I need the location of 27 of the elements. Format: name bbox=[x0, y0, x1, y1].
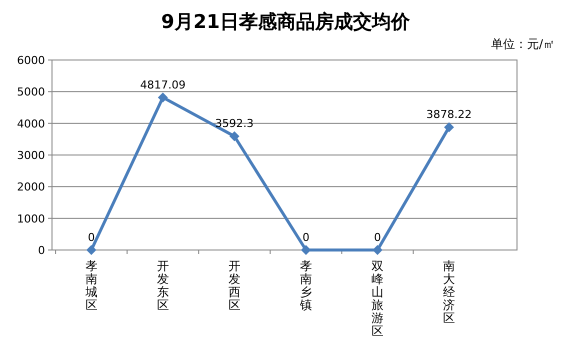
data-label: 0 bbox=[88, 231, 95, 244]
y-tick-label: 6000 bbox=[17, 54, 45, 67]
data-label: 4817.09 bbox=[140, 78, 186, 92]
point bbox=[372, 245, 382, 255]
y-tick-label: 0 bbox=[38, 244, 45, 257]
data-label: 0 bbox=[374, 231, 381, 244]
x-tick-label: 开发西区 bbox=[228, 259, 240, 312]
point bbox=[86, 245, 96, 255]
y-tick-label: 1000 bbox=[17, 212, 45, 226]
point bbox=[229, 131, 240, 142]
point bbox=[158, 92, 168, 102]
y-tick-label: 4000 bbox=[17, 117, 45, 130]
data-label: 3592.3 bbox=[215, 117, 254, 130]
y-tick-label: 3000 bbox=[17, 149, 45, 162]
x-tick-label: 南大经济区 bbox=[443, 259, 456, 325]
point bbox=[444, 122, 454, 132]
y-tick-label: 2000 bbox=[17, 180, 45, 194]
y-tick-label: 5000 bbox=[17, 86, 45, 99]
x-tick-label: 双峰山旅游区 bbox=[372, 259, 384, 338]
data-label: 3878.22 bbox=[426, 108, 472, 122]
x-tick-label: 开发东区 bbox=[156, 259, 169, 312]
chart-title: 9月21日孝感商品房成交均价 bbox=[161, 11, 411, 33]
x-tick-label: 孝南城区 bbox=[84, 259, 98, 312]
text: 单位：元/㎡ bbox=[490, 37, 555, 51]
point bbox=[300, 245, 311, 255]
data-label: 0 bbox=[302, 231, 310, 244]
x-tick-label: 孝南乡镇 bbox=[298, 259, 312, 312]
